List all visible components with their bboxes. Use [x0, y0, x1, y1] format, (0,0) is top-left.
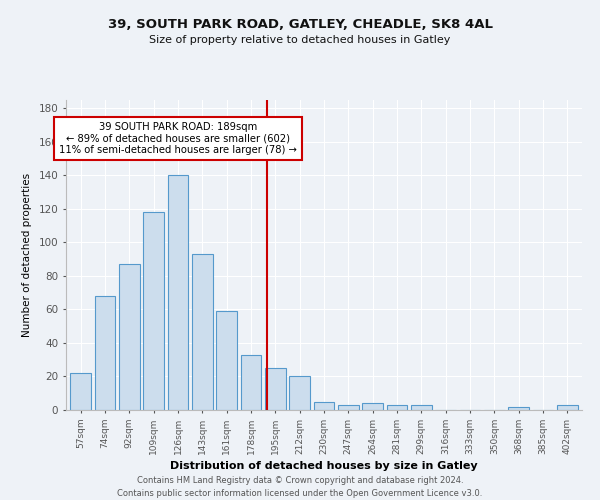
Bar: [216, 311, 237, 410]
Text: Contains public sector information licensed under the Open Government Licence v3: Contains public sector information licen…: [118, 489, 482, 498]
Text: 39, SOUTH PARK ROAD, GATLEY, CHEADLE, SK8 4AL: 39, SOUTH PARK ROAD, GATLEY, CHEADLE, SK…: [107, 18, 493, 30]
X-axis label: Distribution of detached houses by size in Gatley: Distribution of detached houses by size …: [170, 461, 478, 471]
Bar: [143, 212, 164, 410]
Bar: [289, 376, 310, 410]
Bar: [70, 373, 91, 410]
Bar: [119, 264, 140, 410]
Bar: [241, 354, 262, 410]
Bar: [362, 404, 383, 410]
Bar: [192, 254, 212, 410]
Text: Contains HM Land Registry data © Crown copyright and database right 2024.: Contains HM Land Registry data © Crown c…: [137, 476, 463, 485]
Bar: [386, 405, 407, 410]
Bar: [265, 368, 286, 410]
Y-axis label: Number of detached properties: Number of detached properties: [22, 173, 32, 337]
Bar: [314, 402, 334, 410]
Bar: [411, 405, 432, 410]
Text: 39 SOUTH PARK ROAD: 189sqm
← 89% of detached houses are smaller (602)
11% of sem: 39 SOUTH PARK ROAD: 189sqm ← 89% of deta…: [59, 122, 297, 155]
Bar: [167, 176, 188, 410]
Bar: [508, 406, 529, 410]
Bar: [95, 296, 115, 410]
Bar: [338, 405, 359, 410]
Text: Size of property relative to detached houses in Gatley: Size of property relative to detached ho…: [149, 35, 451, 45]
Bar: [557, 405, 578, 410]
